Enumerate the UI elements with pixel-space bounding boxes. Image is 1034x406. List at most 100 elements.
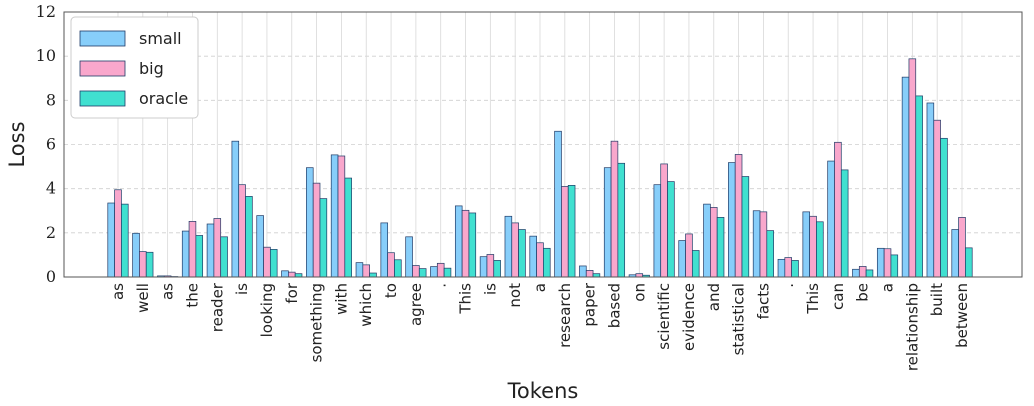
x-tick-label: between xyxy=(953,283,971,348)
bar-big xyxy=(387,252,395,278)
bar-oracle xyxy=(121,203,129,278)
bar-big xyxy=(858,266,867,278)
x-tick-label: as xyxy=(109,283,127,300)
bar-big xyxy=(561,186,569,278)
plot-frame xyxy=(63,11,1023,278)
bar-small xyxy=(901,76,910,278)
bar-oracle xyxy=(766,230,774,278)
x-tick-label: well xyxy=(134,283,152,313)
x-tick-label: . xyxy=(779,283,797,288)
bar-oracle xyxy=(840,169,849,278)
bar-oracle xyxy=(567,185,576,278)
bar-oracle xyxy=(915,95,923,278)
bar-small xyxy=(951,229,959,278)
bar-small xyxy=(479,256,488,278)
legend-label-oracle: oracle xyxy=(139,89,188,108)
y-tick-label: 4 xyxy=(46,179,56,198)
x-tick-label: is xyxy=(233,283,251,295)
bar-small xyxy=(802,211,811,278)
bar-big xyxy=(337,155,346,278)
bar-oracle xyxy=(518,229,526,278)
bar-big xyxy=(585,270,594,278)
x-tick-label: reader xyxy=(208,282,226,332)
bar-oracle xyxy=(493,260,501,278)
x-tick-label: relationship xyxy=(903,283,921,371)
bar-small xyxy=(504,215,513,278)
bar-big xyxy=(809,215,817,278)
bar-big xyxy=(660,163,668,278)
bar-oracle xyxy=(468,212,477,278)
bar-big xyxy=(958,217,966,278)
x-tick-label: based xyxy=(605,283,623,328)
bar-big xyxy=(685,233,693,278)
x-tick-label: which xyxy=(357,283,375,327)
x-tick-label: the xyxy=(183,283,201,308)
bar-big xyxy=(710,207,718,278)
bar-small xyxy=(603,167,612,278)
bar-small xyxy=(256,215,264,278)
x-tick-label: and xyxy=(705,283,723,311)
x-axis-title: Tokens xyxy=(507,379,579,403)
bar-big xyxy=(883,248,892,278)
bar-small xyxy=(728,162,736,278)
x-tick-label: be xyxy=(854,283,872,302)
bar-small xyxy=(678,240,686,278)
bar-small xyxy=(852,268,860,278)
x-tick-label: a xyxy=(531,283,549,292)
bar-big xyxy=(114,189,122,278)
bar-big xyxy=(263,246,271,278)
x-tick-label: facts xyxy=(754,283,772,320)
x-tick-label: statistical xyxy=(730,283,748,355)
legend-label-small: small xyxy=(139,29,182,48)
bar-big xyxy=(784,257,792,278)
bar-oracle xyxy=(691,250,700,278)
bar-big xyxy=(436,262,445,278)
x-tick-label: is xyxy=(481,283,499,295)
x-tick-label: built xyxy=(928,283,946,316)
y-tick-label: 8 xyxy=(46,90,56,109)
bar-oracle xyxy=(791,260,799,278)
legend: small big oracle xyxy=(70,16,199,119)
bar-big xyxy=(511,222,519,278)
y-tick-label: 0 xyxy=(46,267,56,286)
bar-oracle xyxy=(220,236,228,278)
x-tick-label: as xyxy=(159,283,177,300)
y-tick-label: 12 xyxy=(36,2,56,21)
y-tick-label: 10 xyxy=(36,46,56,65)
bar-small xyxy=(579,265,587,278)
bar-small xyxy=(132,232,140,278)
bar-small xyxy=(206,223,215,278)
bar-small xyxy=(380,222,389,278)
bar-small xyxy=(703,203,711,278)
bar-big xyxy=(734,154,743,278)
legend-swatch-big xyxy=(79,60,126,77)
bar-oracle xyxy=(617,162,626,278)
bar-big xyxy=(362,264,370,278)
y-tick-labels: 0 2 4 6 8 10 12 xyxy=(36,2,56,286)
x-tick-label: to xyxy=(382,283,400,298)
x-tick-label: research xyxy=(556,283,574,348)
x-tick-label: a xyxy=(879,283,897,292)
bar-small xyxy=(107,202,115,278)
bar-big xyxy=(933,119,941,278)
bar-oracle xyxy=(269,249,278,278)
x-tick-label: . xyxy=(432,283,450,288)
x-tick-label: on xyxy=(630,283,648,302)
x-tick-labels: as well as the reader is looking for something wi… xyxy=(109,282,971,371)
bar-oracle xyxy=(443,267,452,278)
bar-big xyxy=(139,251,147,278)
x-tick-label: This xyxy=(804,283,822,315)
legend-swatch-small xyxy=(79,30,126,47)
x-tick-label: evidence xyxy=(680,283,698,351)
bar-small xyxy=(231,140,240,278)
bar-oracle xyxy=(145,251,154,278)
x-tick-label: for xyxy=(283,282,301,303)
x-tick-label: looking xyxy=(258,283,276,337)
x-tick-label: paper xyxy=(581,282,599,326)
bar-small xyxy=(529,235,537,278)
bar-oracle xyxy=(344,177,352,278)
x-tick-label: agree xyxy=(407,283,425,326)
y-tick-label: 2 xyxy=(46,223,56,242)
bar-oracle xyxy=(890,254,899,278)
bar-oracle xyxy=(965,247,973,278)
